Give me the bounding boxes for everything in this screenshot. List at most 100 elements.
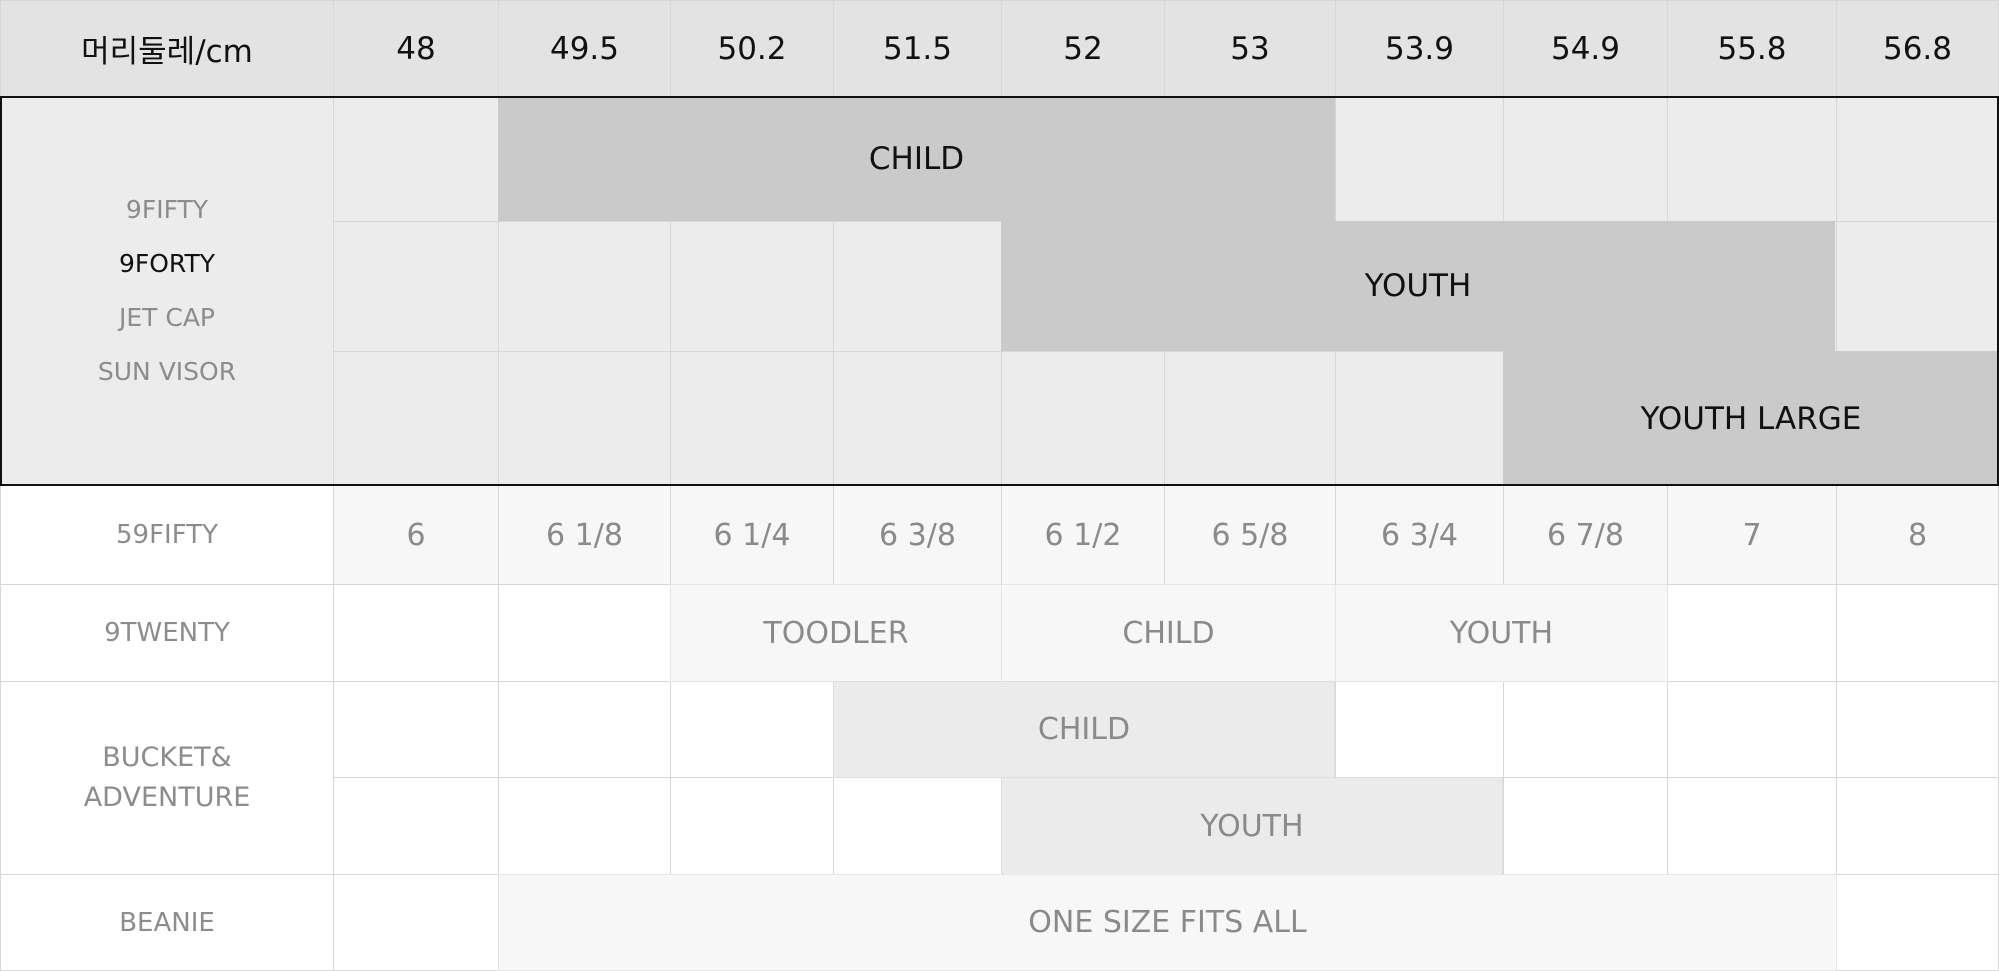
range-youth-bar	[1001, 221, 1835, 351]
grid-cell	[670, 351, 834, 486]
grid-cell	[498, 777, 671, 875]
grid-cell	[833, 777, 1002, 875]
model-9fifty: 9FIFTY	[125, 195, 209, 224]
range-youth-label: YOUTH	[1200, 808, 1304, 844]
range-youth-label: YOUTH	[1364, 268, 1472, 304]
row-label-9twenty: 9TWENTY	[104, 618, 230, 648]
header-label: 머리둘레/cm	[81, 34, 253, 70]
row-label-bucket-adventure: BUCKET& ADVENTURE	[0, 681, 334, 875]
grid-cell	[1001, 351, 1165, 486]
range-one-size-label: ONE SIZE FITS ALL	[1028, 905, 1307, 940]
range-youth-bar	[1335, 584, 1668, 682]
grid-cell	[1164, 351, 1336, 486]
header-size: 48	[396, 30, 436, 67]
row-label-59fifty: 59FIFTY	[116, 520, 218, 550]
grid-cell	[1503, 485, 1668, 585]
grid-cell	[498, 221, 671, 352]
fitted-size: 6 3/8	[879, 517, 956, 553]
header-size: 53	[1230, 30, 1270, 67]
grid-cell	[1335, 351, 1504, 486]
header-size-cell	[1667, 0, 1837, 97]
grid-cell	[333, 681, 499, 778]
range-one-size-bar	[498, 874, 1837, 971]
grid-cell	[833, 351, 1002, 486]
fitted-size: 6 7/8	[1547, 517, 1624, 553]
model-group-labels: 9FIFTY 9FORTY JET CAP SUN VISOR	[0, 96, 334, 486]
header-label-cell	[0, 0, 334, 97]
fitted-size: 6 5/8	[1211, 517, 1289, 553]
fitted-size: 6 1/4	[713, 517, 791, 553]
grid-cell	[333, 584, 499, 682]
header-size-cell	[333, 0, 499, 97]
grid-cell	[1503, 681, 1668, 778]
row-label-line: BUCKET&	[102, 742, 232, 773]
grid-cell	[1503, 96, 1668, 222]
grid-cell	[670, 777, 834, 875]
grid-cell	[1667, 777, 1837, 875]
range-toodler-bar	[670, 584, 1002, 682]
grid-cell	[1836, 96, 1999, 222]
range-youth-label: YOUTH	[1449, 615, 1554, 651]
grid-cell	[333, 96, 499, 222]
grid-cell	[1667, 681, 1837, 778]
model-group-label-cell	[0, 96, 334, 486]
fitted-size: 6	[406, 517, 426, 553]
row-label-cell	[0, 485, 334, 585]
grid-cell	[670, 681, 834, 778]
model-sun-visor: SUN VISOR	[97, 357, 237, 386]
grid-cell	[498, 584, 671, 682]
grid-cell	[1335, 681, 1504, 778]
row-label-line: ADVENTURE	[83, 782, 251, 813]
header-size-cell	[833, 0, 1002, 97]
header-size-cell	[670, 0, 834, 97]
grid-cell	[1335, 96, 1504, 222]
grid-cell	[1836, 584, 1999, 682]
grid-cell	[498, 351, 671, 486]
range-toodler-label: TOODLER	[763, 615, 909, 651]
range-child-bar	[498, 96, 1335, 221]
range-child-label: CHILD	[868, 140, 965, 177]
grid-cell	[1503, 777, 1668, 875]
grid-cell	[1667, 96, 1837, 222]
grid-cell	[333, 485, 499, 585]
fitted-size: 6 1/2	[1044, 517, 1122, 553]
range-child-label: CHILD	[1037, 712, 1131, 747]
header-size: 54.9	[1550, 30, 1621, 67]
grid-cell	[333, 777, 499, 875]
grid-cell	[1667, 584, 1837, 682]
fitted-size: 6 3/4	[1381, 517, 1458, 553]
grid-cell	[1836, 874, 1999, 971]
range-child-label: CHILD	[1122, 615, 1215, 651]
fitted-size: 8	[1907, 517, 1928, 553]
header-size: 52	[1063, 30, 1103, 67]
range-child-bar	[1001, 584, 1336, 682]
header-size: 50.2	[717, 30, 787, 67]
grid-cell	[498, 681, 671, 778]
header-size-cell	[1335, 0, 1504, 97]
grid-cell	[1667, 485, 1837, 585]
grid-cell	[333, 221, 499, 352]
range-youth-large-label: YOUTH LARGE	[1640, 400, 1862, 437]
grid-cell	[1836, 221, 1999, 352]
grid-cell	[670, 485, 834, 585]
grid-cell	[833, 221, 1002, 352]
fitted-size: 7	[1742, 517, 1762, 553]
model-jet-cap: JET CAP	[118, 303, 216, 332]
grid-cell	[333, 874, 499, 971]
model-9forty: 9FORTY	[118, 249, 216, 278]
grid-cell	[498, 485, 671, 585]
row-label-beanie: BEANIE	[119, 907, 215, 938]
grid-cell	[1836, 777, 1999, 875]
header-size: 49.5	[549, 30, 620, 67]
grid-cell	[1836, 681, 1999, 778]
header-size: 56.8	[1882, 30, 1953, 67]
header-size: 53.9	[1384, 30, 1455, 67]
range-youth-large-bar	[1503, 351, 1999, 486]
row-label-cell	[0, 681, 334, 875]
header-size: 55.8	[1717, 30, 1787, 67]
header-size-cell	[1001, 0, 1165, 97]
header-size-cell	[1503, 0, 1668, 97]
header-size-cell	[1164, 0, 1336, 97]
grid-cell	[670, 221, 834, 352]
